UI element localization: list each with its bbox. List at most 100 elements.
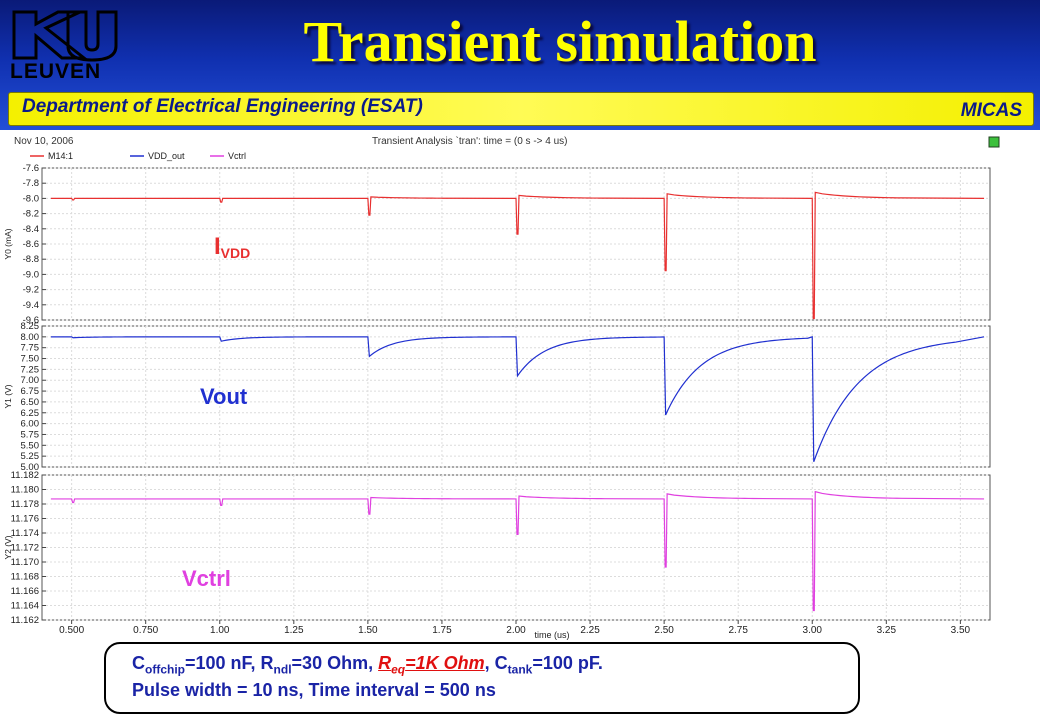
x-tick-label: 1.00 xyxy=(210,625,230,636)
x-tick-label: 2.50 xyxy=(654,625,674,636)
panel-0: -7.6 -7.8 -8.0 -8.2 -8.4 -8.6 -8.8 -9.0 -9.2 -9.4… xyxy=(3,163,991,326)
y-tick-label: 11.174 xyxy=(11,528,39,539)
annotation-main: I xyxy=(214,233,221,260)
y-tick-label: 7.75 xyxy=(21,343,40,354)
x-tick-label: 1.75 xyxy=(432,625,452,636)
series-line-M14:1 xyxy=(50,191,985,320)
caption-line-1: Coffchip=100 nF, Rndl=30 Ohm, Req=1K Ohm… xyxy=(132,653,603,677)
x-tick-label: 2.00 xyxy=(506,625,526,636)
department-label: Department of Electrical Engineering (ES… xyxy=(22,96,423,117)
y-tick-label: -9.0 xyxy=(23,269,39,280)
y-tick-label: 11.176 xyxy=(11,514,39,525)
panel-1: 8.258.007.757.507.257.006.756.506.256.00… xyxy=(3,321,991,473)
page-title: Transient simulation xyxy=(303,9,817,74)
c-tank-sub: tank xyxy=(507,662,533,677)
c-tank-main: C xyxy=(494,653,508,673)
y-tick-label: 5.50 xyxy=(21,440,40,451)
x-tick-label: 1.50 xyxy=(358,625,378,636)
x-tick-label: 1.25 xyxy=(284,625,304,636)
y-tick-label: -8.0 xyxy=(23,193,39,204)
y-tick-label: -8.2 xyxy=(23,209,39,220)
y-tick-label: 11.166 xyxy=(11,586,39,597)
series-annotation-2: Vctrl xyxy=(182,566,231,591)
simulation-plot: Nov 10, 2006 Transient Analysis `tran': … xyxy=(0,130,1040,640)
x-tick-label: 0.750 xyxy=(133,625,158,636)
y-tick-label: 11.172 xyxy=(11,543,39,554)
y-tick-label: 5.75 xyxy=(21,429,40,440)
annotation-sub: VDD xyxy=(221,245,251,261)
r-ndl-rest: =30 Ohm, xyxy=(291,653,379,673)
logo-mark-icon xyxy=(12,10,118,62)
y-tick-label: -9.6 xyxy=(23,315,39,326)
y-tick-label: 8.00 xyxy=(21,332,40,343)
y-tick-label: -8.6 xyxy=(23,239,39,250)
r-ndl-main: R xyxy=(260,653,274,673)
y-axis-label-2: Y2 (V) xyxy=(3,535,13,559)
plot-date: Nov 10, 2006 xyxy=(14,136,74,147)
y-tick-label: 6.50 xyxy=(21,397,40,408)
series-annotation-1: Vout xyxy=(200,384,248,409)
y-tick-label: 11.182 xyxy=(11,470,39,481)
department-band xyxy=(8,92,1034,126)
panel-2: 11.182 11.180 11.178 11.176 11.174 11.172 11.1… xyxy=(3,470,991,626)
r-eq-rest: =1K Ohm xyxy=(405,653,485,673)
annotation-main: Vctrl xyxy=(182,566,231,591)
r-ndl-sub: ndl xyxy=(273,662,292,677)
series-line-Vctrl xyxy=(50,490,985,612)
series-line-VDD_out xyxy=(50,336,985,463)
c-tank-pre: , xyxy=(484,653,495,673)
y-tick-label: -9.4 xyxy=(23,300,39,311)
x-tick-label: 3.50 xyxy=(951,625,971,636)
y-tick-label: 11.170 xyxy=(11,557,39,568)
x-axis: 0.500 0.750 1.00 1.25 1.50 1.75 2.00 2.25 2.50 2.… xyxy=(59,620,971,640)
y-tick-label: 8.25 xyxy=(21,321,40,332)
y-tick-label: 11.164 xyxy=(11,601,39,612)
c-tank-rest: =100 pF. xyxy=(532,653,603,673)
x-axis-label: time (us) xyxy=(534,630,569,640)
x-tick-label: 2.75 xyxy=(728,625,748,636)
y-tick-label: -8.8 xyxy=(23,254,39,265)
y-tick-label: 6.25 xyxy=(21,408,40,419)
c-offchip-main: C xyxy=(132,653,145,673)
plot-analysis-title: Transient Analysis `tran': time = (0 s -… xyxy=(372,135,568,147)
caption-box: Coffchip=100 nF, Rndl=30 Ohm, Req=1K Ohm… xyxy=(104,642,860,714)
annotation-main: Vout xyxy=(200,384,248,409)
y-tick-label: 7.50 xyxy=(21,354,40,365)
x-tick-label: 2.25 xyxy=(580,625,600,636)
y-axis-label-0: Y0 (mA) xyxy=(3,228,13,259)
y-tick-label: -8.4 xyxy=(23,224,39,235)
y-tick-label: 6.00 xyxy=(21,419,40,430)
y-tick-label: 11.162 xyxy=(11,615,39,626)
y-tick-label: -9.2 xyxy=(23,285,39,296)
y-axis-label-1: Y1 (V) xyxy=(3,384,13,408)
x-tick-label: 3.00 xyxy=(803,625,823,636)
group-label: MICAS xyxy=(960,100,1022,121)
y-tick-label: -7.8 xyxy=(23,178,39,189)
y-tick-label: 11.168 xyxy=(11,572,39,583)
y-tick-label: 5.00 xyxy=(21,462,40,473)
y-tick-label: 5.25 xyxy=(21,451,40,462)
x-tick-label: 3.25 xyxy=(877,625,897,636)
ku-leuven-logo xyxy=(12,10,118,62)
plot-legend: M14:1 VDD_out Vctrl xyxy=(30,151,246,161)
y-tick-label: 7.00 xyxy=(21,375,40,386)
y-tick-label: 6.75 xyxy=(21,386,40,397)
status-indicator-icon[interactable] xyxy=(988,136,1000,148)
x-tick-label: 0.500 xyxy=(59,625,84,636)
series-annotation-0: IVDD xyxy=(214,233,250,261)
y-tick-label: 11.180 xyxy=(11,485,39,496)
logo-text: LEUVEN xyxy=(10,60,102,83)
plot-panels: -7.6 -7.8 -8.0 -8.2 -8.4 -8.6 -8.8 -9.0 -9.2 -9.4… xyxy=(3,163,991,626)
plot-canvas: Nov 10, 2006 Transient Analysis `tran': … xyxy=(0,130,1040,640)
y-tick-label: 7.25 xyxy=(21,364,40,375)
y-tick-label: 11.178 xyxy=(11,499,39,510)
r-eq-main: R xyxy=(378,653,392,673)
legend-label-1: VDD_out xyxy=(148,151,185,161)
y-tick-label: -7.6 xyxy=(23,163,39,174)
legend-label-0: M14:1 xyxy=(48,151,73,161)
c-offchip-sub: offchip xyxy=(145,662,185,677)
r-eq-sub: eq xyxy=(391,662,406,677)
legend-label-2: Vctrl xyxy=(228,151,246,161)
c-offchip-rest: =100 nF, xyxy=(185,653,261,673)
caption-line-2: Pulse width = 10 ns, Time interval = 500… xyxy=(132,680,496,700)
